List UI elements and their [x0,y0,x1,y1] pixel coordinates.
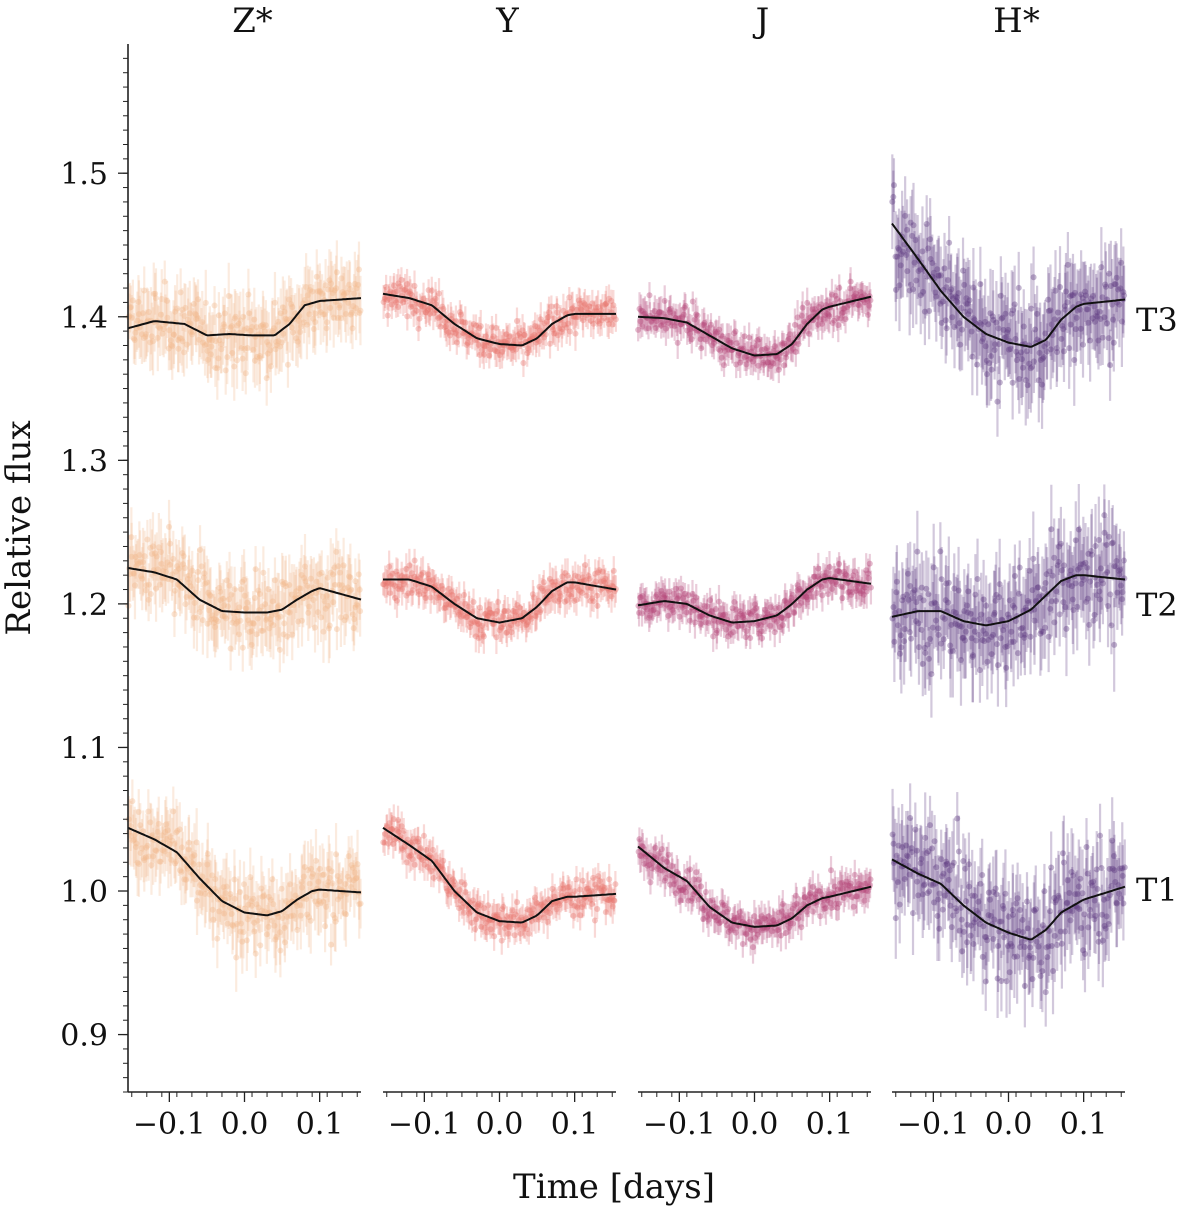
data-point [272,300,278,306]
scatter-series-t3 [126,240,364,405]
data-point [253,951,259,957]
data-point [974,362,980,368]
data-point [277,647,283,653]
data-point [491,933,497,939]
data-point [234,357,240,363]
data-point [357,308,363,314]
data-point [944,325,950,331]
data-point [591,598,597,604]
data-point [687,866,693,872]
data-point [573,876,579,882]
data-point [285,362,291,368]
data-point [682,303,688,309]
data-point [277,948,283,954]
data-point [647,879,653,885]
data-point [778,357,784,363]
data-point [675,340,681,346]
data-point [195,577,201,583]
data-point [891,182,897,188]
scatter-series-t3 [635,267,873,383]
scatter-series-t3 [889,154,1127,436]
data-point [495,599,501,605]
data-point [747,635,753,641]
data-point [926,308,932,314]
data-point [997,380,1003,386]
data-point [499,938,505,944]
data-points-layer [125,154,1127,1027]
data-point [698,883,704,889]
data-point [240,929,246,935]
data-point [514,899,520,905]
data-point [1016,285,1022,291]
data-point [327,622,333,628]
data-point [420,570,426,576]
data-point [572,331,578,337]
data-point [240,645,246,651]
data-point [412,558,418,564]
data-point [153,295,159,301]
scatter-series-t2 [125,500,363,673]
scatter-series-t1 [126,779,364,991]
data-point [436,290,442,296]
data-point [695,312,701,318]
data-point [212,303,218,309]
data-point [606,876,612,882]
data-point [612,881,618,887]
data-point [257,942,263,948]
data-point [725,906,731,912]
data-point [243,370,249,376]
data-point [358,901,364,907]
data-point [538,607,544,613]
data-point [478,323,484,329]
data-point [1010,380,1016,386]
data-point [946,240,952,246]
data-point [848,279,854,285]
data-point [646,292,652,298]
data-point [690,298,696,304]
data-point [156,821,162,827]
data-point [611,568,617,574]
data-point [819,592,825,598]
data-point [404,313,410,319]
data-point [357,608,363,614]
data-point [334,269,340,275]
data-point [594,603,600,609]
data-point [828,867,834,873]
data-point [867,561,873,567]
data-point [233,955,239,961]
data-point [214,936,220,942]
data-point [703,889,709,895]
data-point [129,798,135,804]
data-point [356,266,362,272]
data-point [567,328,573,334]
data-point [852,872,858,878]
data-point [421,833,427,839]
data-point [716,599,722,605]
data-point [666,852,672,858]
data-point [237,618,243,624]
data-point [520,360,526,366]
data-point [594,906,600,912]
data-point [481,634,487,640]
data-point [385,312,391,318]
scatter-series-t3 [381,267,619,377]
scatter-series-t1 [380,804,618,954]
data-point [868,585,874,591]
data-point [611,898,617,904]
scatter-series-t2 [380,549,619,654]
data-point [334,626,340,632]
data-point [308,918,314,924]
data-point [148,591,154,597]
data-point [613,316,619,322]
data-point [260,570,266,576]
data-point [759,635,765,641]
data-point [868,876,874,882]
data-point [203,300,209,306]
data-point [471,599,477,605]
